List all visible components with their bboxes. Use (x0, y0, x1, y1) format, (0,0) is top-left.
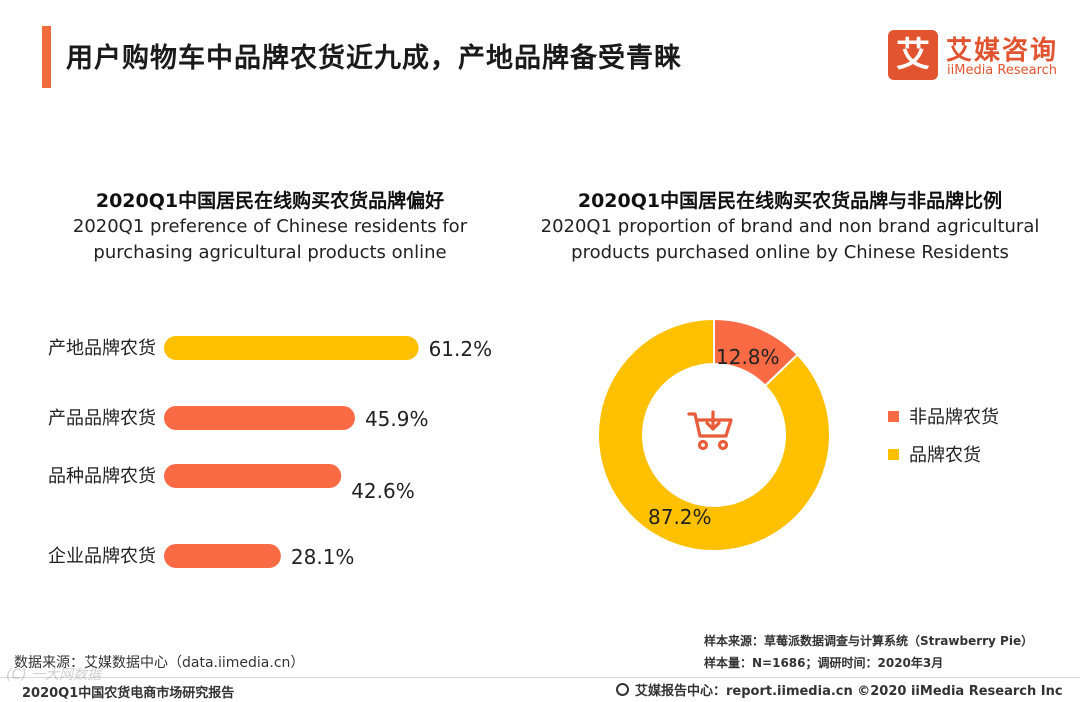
donut-chart-subtitle-1: 2020Q1 proportion of brand and non brand… (540, 216, 1040, 237)
bar-value-label: 45.9% (365, 407, 429, 431)
logo-en-text: iiMedia Research (947, 63, 1058, 78)
globe-icon (616, 683, 629, 696)
data-source: 数据来源：艾媒数据中心（data.iimedia.cn） (14, 655, 305, 671)
legend-label-nonbrand: 非品牌农货 (909, 407, 999, 428)
footer-report-name: 2020Q1中国农货电商市场研究报告 (22, 686, 235, 701)
bar-category-label: 企业品牌农货 (48, 546, 156, 567)
bar-category-label: 品种品牌农货 (48, 466, 156, 487)
legend-swatch-brand (888, 448, 899, 460)
bar-value-label: 28.1% (291, 545, 355, 569)
bar-category-label: 产地品牌农货 (48, 338, 156, 359)
donut-value-label-nonbrand: 12.8% (716, 345, 780, 369)
bar-chart-subtitle-1: 2020Q1 preference of Chinese residents f… (72, 216, 468, 237)
footer-copyright-text: 艾媒报告中心：report.iimedia.cn ©2020 iiMedia R… (635, 684, 1063, 699)
bar-value-label: 61.2% (429, 337, 493, 361)
donut-value-label-brand: 87.2% (648, 505, 712, 529)
legend-item-nonbrand: 非品牌农货 (888, 404, 999, 428)
donut-chart-subtitle-2: products purchased online by Chinese Res… (571, 242, 1009, 263)
legend-item-brand: 品牌农货 (888, 442, 999, 466)
donut-chart-title: 2020Q1中国居民在线购买农货品牌与非品牌比例 (577, 190, 1003, 212)
sample-size: 样本量：N=1686；调研时间：2020年3月 (704, 656, 944, 670)
bar-chart-title: 2020Q1中国居民在线购买农货品牌偏好 (95, 190, 445, 212)
watermark: (C) 一大网数据 (6, 667, 102, 683)
bar-chart-subtitle-2: purchasing agricultural products online (93, 242, 447, 263)
page-title: 用户购物车中品牌农货近九成，产地品牌备受青睐 (66, 43, 682, 74)
sample-source: 样本来源：草莓派数据调查与计算系统（Strawberry Pie） (704, 634, 1034, 648)
footer-divider (0, 677, 1080, 678)
bar-1 (164, 336, 419, 360)
logo-mark: 艾 (888, 30, 938, 80)
bar-value-label: 42.6% (351, 479, 415, 503)
legend-swatch-nonbrand (888, 410, 899, 422)
logo-cn-text: 艾媒咨询 (946, 36, 1059, 66)
bar-chart-header: 2020Q1中国居民在线购买农货品牌偏好 2020Q1 preference o… (20, 186, 520, 265)
footer-copyright: 艾媒报告中心：report.iimedia.cn ©2020 iiMedia R… (616, 680, 1063, 699)
title-accent-bar (42, 26, 51, 88)
bar-category-label: 产品品牌农货 (48, 408, 156, 429)
bar-4 (164, 544, 281, 568)
legend-label-brand: 品牌农货 (909, 445, 981, 466)
bar-3 (164, 464, 342, 488)
sample-info: 样本来源：草莓派数据调查与计算系统（Strawberry Pie） 样本量：N=… (704, 630, 1033, 674)
donut-legend: 非品牌农货 品牌农货 (888, 404, 999, 480)
donut-chart-header: 2020Q1中国居民在线购买农货品牌与非品牌比例 2020Q1 proporti… (520, 186, 1060, 265)
bar-2 (164, 406, 355, 430)
donut-slice-2 (597, 317, 831, 552)
shopping-cart-icon (687, 410, 733, 451)
